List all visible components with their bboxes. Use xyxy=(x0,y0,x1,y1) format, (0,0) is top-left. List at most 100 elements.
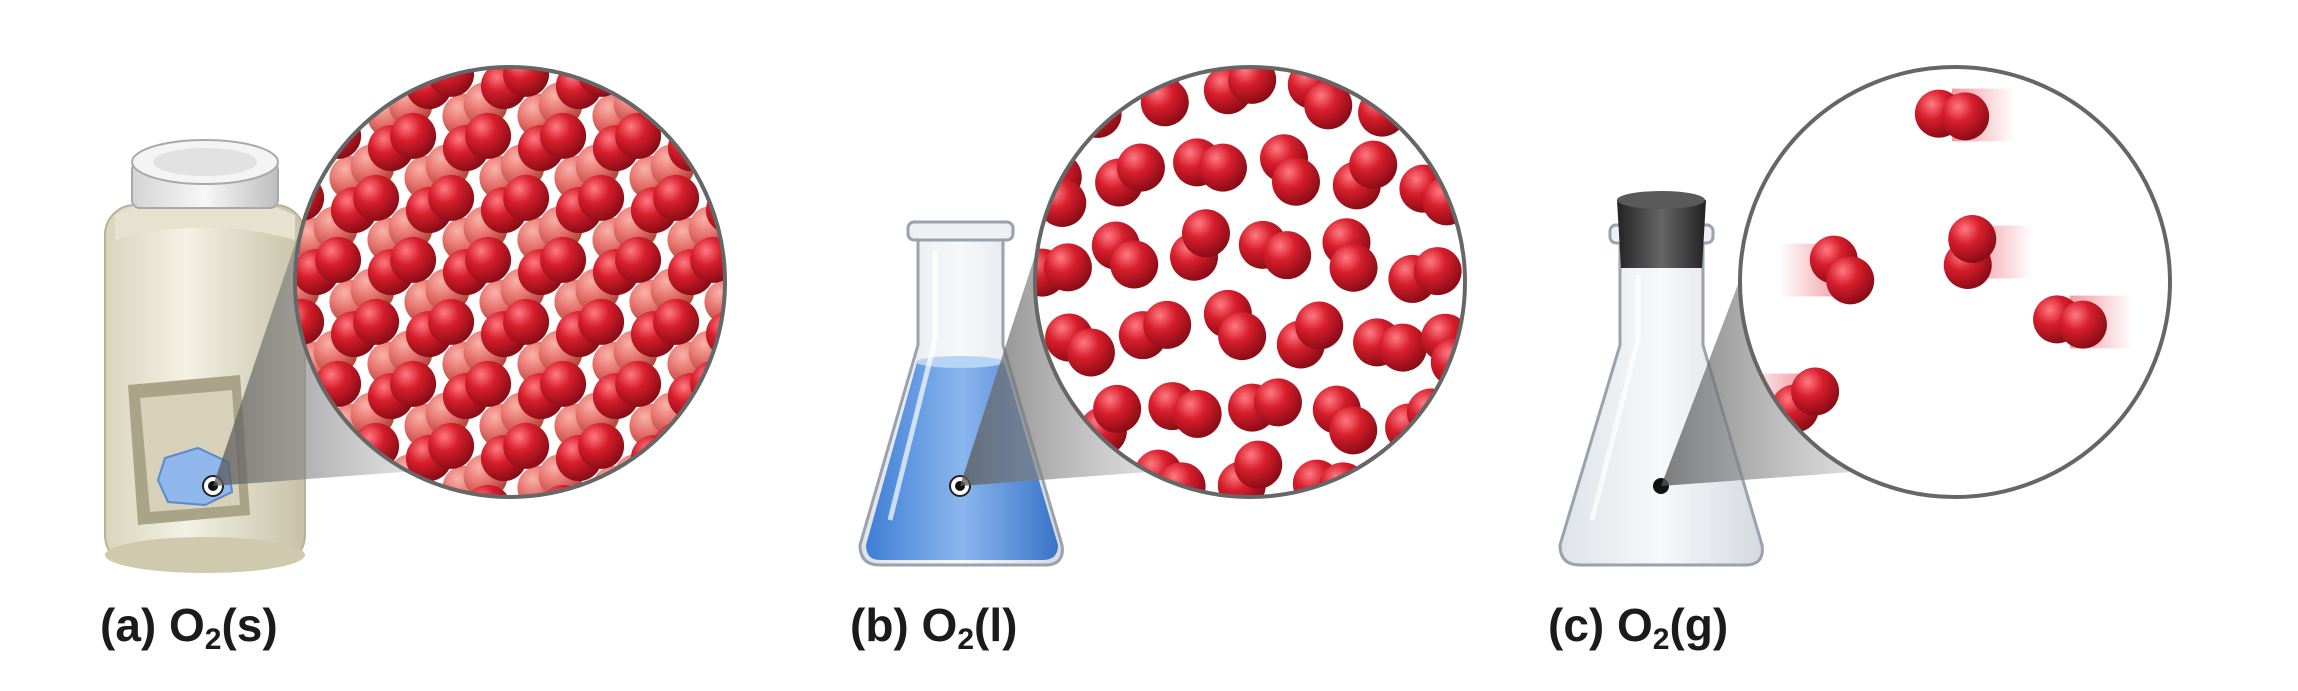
o2-molecule-icon xyxy=(367,112,437,172)
o2-molecule-icon xyxy=(480,298,550,358)
stopper-icon xyxy=(1617,200,1706,268)
o2-molecule-icon xyxy=(369,0,437,47)
o2-molecule-icon xyxy=(1312,385,1378,455)
o2-molecule-icon xyxy=(1118,300,1192,360)
o2-molecule-icon xyxy=(594,0,662,47)
caption-formula: O xyxy=(1617,599,1653,651)
o2-molecule-icon xyxy=(405,174,475,234)
o2-molecule-icon xyxy=(404,516,469,572)
o2-molecule-icon xyxy=(742,206,807,262)
o2-molecule-icon xyxy=(405,67,450,76)
caption-liquid: (b) O2(l) xyxy=(850,598,1017,657)
o2-molecule-icon xyxy=(779,144,844,200)
caption-subscript: 2 xyxy=(204,623,222,656)
o2-molecule-icon xyxy=(1276,301,1344,369)
o2-molecule-icon xyxy=(444,0,512,47)
caption-letter: (a) xyxy=(100,599,157,651)
o2-molecule-icon xyxy=(817,206,882,262)
o2-molecule-icon xyxy=(818,113,886,171)
o2-molecule-icon xyxy=(1091,221,1159,289)
caption-formula: O xyxy=(921,599,958,651)
o2-molecule-icon xyxy=(817,82,882,138)
o2-molecule-icon xyxy=(667,454,725,497)
caption-state: (l) xyxy=(974,599,1018,651)
o2-molecule-icon xyxy=(743,113,811,171)
o2-molecule-icon xyxy=(329,516,394,572)
o2-molecule-icon xyxy=(330,298,400,358)
o2-molecule-icon xyxy=(1332,140,1398,210)
o2-molecule-icon xyxy=(667,82,725,138)
o2-molecule-icon xyxy=(480,422,550,482)
o2-molecule-icon xyxy=(517,112,587,172)
o2-molecule-icon xyxy=(854,268,919,324)
o2-molecule-icon xyxy=(742,330,807,386)
o2-molecule-icon xyxy=(181,51,249,109)
o2-molecule-icon xyxy=(630,67,700,110)
o2-molecule-icon xyxy=(295,67,300,76)
caption-subscript: 2 xyxy=(957,623,974,656)
o2-molecule-icon xyxy=(781,51,849,109)
o2-molecule-icon xyxy=(630,298,700,358)
o2-molecule-icon xyxy=(592,360,662,420)
panel-solid xyxy=(104,0,919,573)
o2-molecule-icon xyxy=(1048,82,1122,138)
o2-molecule-icon xyxy=(555,422,625,482)
o2-molecule-icon xyxy=(779,268,844,324)
o2-molecule-icon xyxy=(367,236,437,296)
o2-molecule-icon xyxy=(1095,143,1165,207)
o2-molecule-icon xyxy=(1035,243,1092,297)
o2-molecule-icon xyxy=(629,516,694,572)
stoppered-flask-icon xyxy=(1558,191,1764,567)
o2-molecule-icon xyxy=(743,237,811,295)
o2-molecule-icon xyxy=(442,236,512,296)
magnifier-circle xyxy=(1738,65,2172,499)
o2-molecule-icon xyxy=(1203,289,1267,361)
o2-molecule-icon xyxy=(705,67,725,110)
caption-gas: (c) O2(g) xyxy=(1548,598,1728,657)
o2-molecule-icon xyxy=(818,361,886,419)
o2-molecule-icon xyxy=(330,67,375,76)
o2-molecule-icon xyxy=(480,67,550,110)
o2-molecule-icon xyxy=(295,67,325,110)
o2-molecule-icon xyxy=(1358,83,1432,137)
caption-letter: (c) xyxy=(1548,599,1605,651)
o2-molecule-icon xyxy=(1173,138,1247,192)
o2-molecule-icon xyxy=(1238,220,1312,280)
magnifier-circle xyxy=(1033,65,1467,499)
o2-molecule-icon xyxy=(779,516,844,572)
caption-formula: O xyxy=(169,599,205,651)
o2-molecule-icon xyxy=(592,112,662,172)
o2-molecule-icon xyxy=(615,484,662,497)
o2-molecule-icon xyxy=(704,279,725,324)
o2-molecule-icon xyxy=(817,330,882,386)
o2-molecule-icon xyxy=(479,516,544,572)
o2-molecule-icon xyxy=(742,82,807,138)
o2-molecule-icon xyxy=(219,0,287,47)
o2-molecule-icon xyxy=(669,0,737,47)
o2-molecule-icon xyxy=(554,516,619,572)
o2-molecule-icon xyxy=(295,82,358,138)
o2-molecule-icon xyxy=(367,360,437,420)
o2-molecule-icon xyxy=(1260,134,1320,206)
o2-molecule-icon xyxy=(1388,247,1462,303)
o2-molecule-icon xyxy=(743,485,811,543)
o2-molecule-icon xyxy=(1914,88,2015,142)
o2-molecule-icon xyxy=(690,484,725,497)
o2-molecule-icon xyxy=(854,144,919,200)
o2-molecule-icon xyxy=(144,0,212,47)
magnifier-circle xyxy=(293,65,727,499)
o2-molecule-icon xyxy=(781,423,849,481)
o2-molecule-icon xyxy=(743,361,811,419)
o2-molecule-icon xyxy=(555,174,625,234)
o2-molecule-icon xyxy=(330,174,400,234)
o2-molecule-icon xyxy=(555,67,600,76)
o2-molecule-icon xyxy=(1170,209,1230,281)
caption-subscript: 2 xyxy=(1652,623,1670,656)
o2-molecule-icon xyxy=(517,236,587,296)
o2-molecule-icon xyxy=(781,299,849,357)
caption-state: (s) xyxy=(221,599,278,651)
o2-molecule-icon xyxy=(1148,382,1222,438)
o2-molecule-icon xyxy=(781,175,849,233)
o2-molecule-icon xyxy=(704,403,725,448)
